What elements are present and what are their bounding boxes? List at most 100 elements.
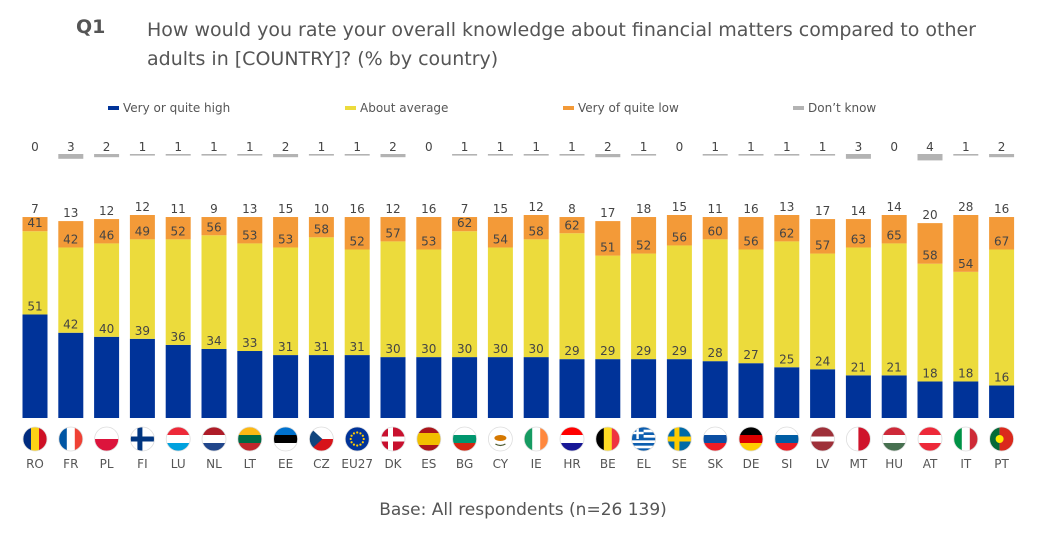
label-low-el: 18: [636, 202, 651, 216]
flag-pt: [989, 427, 1014, 451]
flag-si: [774, 427, 799, 451]
flag-border-lv: [810, 426, 835, 452]
question-number: Q1: [76, 16, 106, 38]
label-dontknow-it: 1: [962, 140, 970, 154]
bar-average-mt: [845, 247, 871, 376]
bar-group-nl: 34 56 9 1: [201, 140, 227, 418]
bar-group-fi: 39 49 12 1: [129, 140, 155, 418]
label-low-sk: 11: [708, 202, 723, 216]
legend-label-average: About average: [360, 101, 449, 115]
bar-high-mt: [845, 375, 871, 418]
country-code-mt: MT: [850, 457, 868, 471]
bar-low-es: [416, 217, 442, 250]
label-low-lv: 17: [815, 204, 830, 218]
flag-se: [667, 427, 692, 451]
flag-border-fi: [129, 426, 155, 452]
label-average-ie: 58: [529, 224, 544, 238]
label-dontknow-lt: 1: [246, 140, 254, 154]
bar-average-hu: [881, 243, 907, 376]
label-high-sk: 28: [708, 346, 723, 360]
bar-dontknow-cy: [487, 154, 513, 156]
label-low-it: 28: [958, 200, 973, 214]
label-dontknow-lv: 1: [819, 140, 827, 154]
country-code-hr: HR: [563, 457, 580, 471]
country-code-lu: LU: [171, 457, 186, 471]
label-high-si: 25: [779, 352, 794, 366]
bar-low-nl: [201, 217, 227, 236]
bar-group-es: 30 53 16 0: [416, 140, 442, 418]
bar-average-el: [631, 253, 657, 360]
label-dontknow-dk: 2: [389, 140, 397, 154]
bar-low-lt: [237, 217, 263, 244]
legend-item-low: Very of quite low: [563, 101, 679, 115]
bar-average-lu: [165, 239, 191, 345]
flag-lv: [810, 427, 835, 451]
label-dontknow-ro: 0: [31, 140, 39, 154]
flag-border-pl: [94, 426, 119, 452]
label-high-de: 27: [743, 348, 758, 362]
question-title: How would you rate your overall knowledg…: [147, 19, 976, 70]
label-high-at: 18: [922, 366, 937, 380]
bar-high-fi: [129, 338, 155, 418]
flag-border-eu27: [344, 426, 370, 452]
label-low-cz: 10: [314, 202, 329, 216]
bar-low-de: [738, 217, 764, 250]
flag-border-ee: [273, 426, 299, 452]
bar-group-be: 29 51 17 2: [595, 140, 621, 418]
flag-bg: [452, 427, 477, 451]
bar-dontknow-lv: [810, 154, 836, 156]
label-high-it: 18: [958, 366, 973, 380]
label-average-fi: 49: [135, 224, 150, 238]
label-low-fr: 13: [63, 206, 78, 220]
label-dontknow-nl: 1: [210, 140, 218, 154]
bar-low-si: [774, 215, 800, 242]
label-average-se: 56: [672, 230, 687, 244]
bar-low-sk: [702, 217, 728, 240]
label-high-lv: 24: [815, 354, 830, 368]
label-low-ee: 15: [278, 202, 293, 216]
bar-high-dk: [380, 357, 406, 418]
legend-item-average: About average: [345, 101, 448, 115]
flag-it: [953, 427, 978, 451]
flag-border-be: [595, 426, 621, 452]
bar-group-hr: 29 62 8 1: [559, 140, 585, 418]
label-average-cy: 54: [493, 232, 508, 246]
bar-low-at: [917, 223, 943, 264]
label-dontknow-fi: 1: [139, 140, 147, 154]
bar-group-at: 18 58 20 4: [917, 140, 943, 418]
bar-low-se: [666, 215, 692, 246]
flag-es: [416, 427, 441, 451]
flag-hu: [882, 427, 907, 451]
country-code-at: AT: [923, 457, 938, 471]
country-code-cz: CZ: [313, 457, 330, 471]
legend-label-high: Very or quite high: [123, 101, 231, 115]
flag-border-es: [416, 426, 442, 452]
flag-dk: [381, 427, 405, 451]
flag-border-lu: [165, 426, 191, 452]
bar-dontknow-ee: [273, 154, 299, 158]
bar-high-lt: [237, 351, 263, 418]
bar-high-eu27: [344, 355, 370, 418]
bar-group-lv: 24 57 17 1: [810, 140, 836, 418]
label-dontknow-eu27: 1: [353, 140, 361, 154]
flag-hr: [560, 427, 584, 451]
bar-low-mt: [845, 219, 871, 248]
label-average-ro: 41: [27, 216, 42, 230]
flag-border-se: [667, 426, 692, 452]
label-average-lu: 52: [171, 224, 186, 238]
flag-at: [918, 427, 942, 451]
bar-average-lt: [237, 243, 263, 352]
label-low-eu27: 16: [350, 202, 365, 216]
label-average-pl: 46: [99, 228, 114, 242]
country-code-lt: LT: [244, 457, 257, 471]
bar-dontknow-dk: [380, 154, 406, 158]
flag-lt: [237, 427, 262, 451]
bar-low-ro: [22, 217, 48, 232]
bar-group-pl: 40 46 12 2: [94, 140, 120, 418]
bar-dontknow-bg: [452, 154, 478, 156]
bar-average-lv: [810, 253, 836, 370]
bar-low-ie: [523, 215, 549, 240]
label-average-mt: 63: [851, 232, 866, 246]
label-dontknow-hu: 0: [890, 140, 898, 154]
bar-low-bg: [452, 217, 478, 232]
